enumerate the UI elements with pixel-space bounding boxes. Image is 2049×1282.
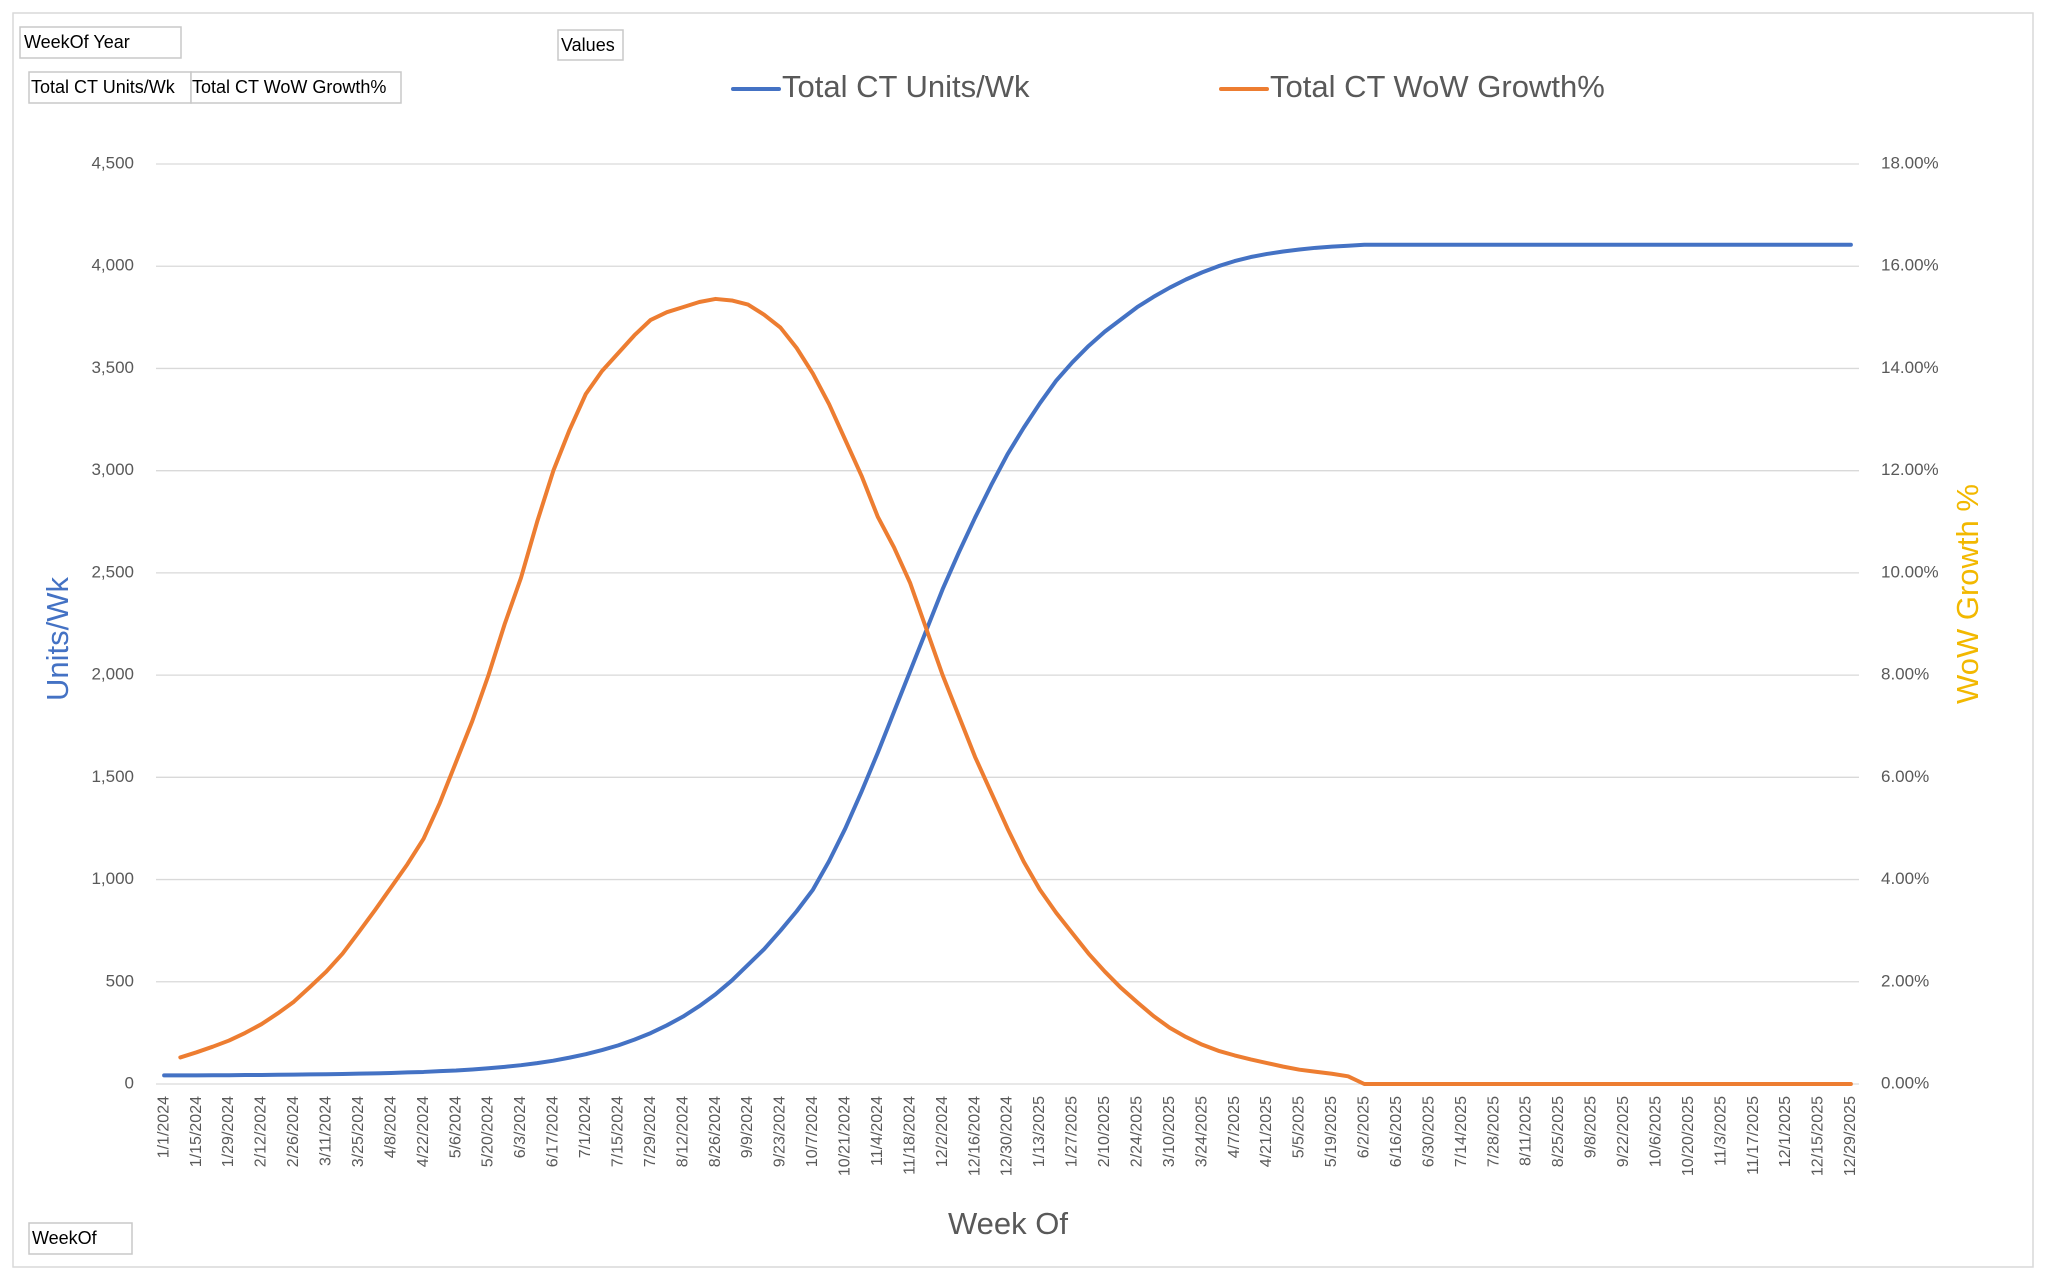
y-tick-label: 4,500 bbox=[91, 153, 134, 172]
x-axis-title: Week Of bbox=[948, 1206, 1068, 1241]
x-tick-label: 3/24/2025 bbox=[1193, 1096, 1210, 1167]
x-tick-label: 5/19/2025 bbox=[1323, 1096, 1340, 1167]
pivot-button-label[interactable]: WeekOf bbox=[32, 1228, 98, 1248]
legend-label: Total CT WoW Growth% bbox=[1270, 69, 1605, 104]
x-tick-label: 7/1/2024 bbox=[577, 1096, 594, 1158]
x-tick-label: 7/15/2024 bbox=[609, 1096, 626, 1167]
y2-tick-label: 12.00% bbox=[1881, 460, 1939, 479]
x-tick-label: 12/16/2024 bbox=[966, 1096, 983, 1176]
x-tick-label: 1/15/2024 bbox=[188, 1096, 205, 1167]
x-tick-label: 3/10/2025 bbox=[1161, 1096, 1178, 1167]
x-tick-label: 9/9/2024 bbox=[739, 1096, 756, 1158]
x-tick-label: 11/18/2024 bbox=[901, 1096, 918, 1175]
pivot-button[interactable] bbox=[19, 26, 182, 59]
x-tick-label: 9/23/2024 bbox=[772, 1096, 789, 1167]
x-tick-label: 10/6/2025 bbox=[1647, 1096, 1664, 1167]
pivot-button[interactable] bbox=[190, 71, 402, 104]
x-tick-label: 10/7/2024 bbox=[804, 1096, 821, 1167]
y-tick-label: 3,500 bbox=[91, 358, 134, 377]
x-tick-label: 2/24/2025 bbox=[1128, 1096, 1145, 1167]
x-tick-label: 4/7/2025 bbox=[1226, 1096, 1243, 1158]
x-tick-label: 1/1/2024 bbox=[155, 1096, 172, 1158]
pivot-button-label[interactable]: WeekOf Year bbox=[24, 32, 130, 52]
x-tick-label: 12/30/2024 bbox=[999, 1096, 1016, 1176]
y-tick-label: 0 bbox=[125, 1073, 134, 1092]
series-line bbox=[162, 242, 1853, 1078]
y2-tick-label: 4.00% bbox=[1881, 869, 1929, 888]
x-tick-label: 8/26/2024 bbox=[707, 1096, 724, 1167]
pivot-button[interactable] bbox=[28, 71, 192, 104]
x-tick-label: 6/17/2024 bbox=[545, 1096, 562, 1167]
x-tick-label: 1/29/2024 bbox=[220, 1096, 237, 1167]
x-tick-label: 2/12/2024 bbox=[253, 1096, 270, 1167]
y2-tick-label: 18.00% bbox=[1881, 153, 1939, 172]
x-tick-label: 4/22/2024 bbox=[415, 1096, 432, 1167]
x-tick-label: 10/21/2024 bbox=[837, 1096, 854, 1176]
x-tick-label: 11/3/2025 bbox=[1712, 1096, 1729, 1166]
y2-tick-label: 2.00% bbox=[1881, 971, 1929, 990]
x-tick-label: 8/25/2025 bbox=[1550, 1096, 1567, 1167]
y-tick-label: 2,000 bbox=[91, 665, 134, 684]
x-tick-label: 6/2/2025 bbox=[1356, 1096, 1373, 1158]
y2-tick-label: 6.00% bbox=[1881, 767, 1929, 786]
x-tick-label: 6/30/2025 bbox=[1420, 1096, 1437, 1167]
x-tick-label: 1/13/2025 bbox=[1031, 1096, 1048, 1167]
x-tick-label: 7/29/2024 bbox=[642, 1096, 659, 1167]
pivot-button-label[interactable]: Values bbox=[561, 35, 615, 55]
y-axis-title: Units/Wk bbox=[40, 577, 75, 702]
y-tick-label: 500 bbox=[106, 971, 134, 990]
y2-tick-label: 10.00% bbox=[1881, 562, 1939, 581]
y2-tick-label: 0.00% bbox=[1881, 1073, 1929, 1092]
y-tick-label: 2,500 bbox=[91, 562, 134, 581]
pivot-button[interactable] bbox=[557, 29, 624, 61]
x-tick-label: 12/29/2025 bbox=[1842, 1096, 1859, 1176]
x-tick-label: 4/21/2025 bbox=[1258, 1096, 1275, 1167]
pivot-button-label[interactable]: Total CT WoW Growth% bbox=[192, 77, 386, 97]
x-tick-label: 4/8/2024 bbox=[382, 1096, 399, 1158]
x-tick-label: 6/3/2024 bbox=[512, 1096, 529, 1158]
x-tick-label: 12/1/2025 bbox=[1777, 1096, 1794, 1167]
x-tick-label: 9/22/2025 bbox=[1615, 1096, 1632, 1167]
x-tick-label: 11/17/2025 bbox=[1745, 1096, 1762, 1175]
pivot-button[interactable] bbox=[28, 1222, 133, 1255]
x-tick-label: 12/15/2025 bbox=[1810, 1096, 1827, 1176]
x-tick-label: 5/6/2024 bbox=[447, 1096, 464, 1158]
x-tick-label: 3/25/2024 bbox=[350, 1096, 367, 1167]
x-tick-label: 9/8/2025 bbox=[1583, 1096, 1600, 1158]
x-tick-label: 10/20/2025 bbox=[1680, 1096, 1697, 1176]
y-tick-label: 1,500 bbox=[91, 767, 134, 786]
x-tick-label: 6/16/2025 bbox=[1388, 1096, 1405, 1167]
y-tick-label: 3,000 bbox=[91, 460, 134, 479]
x-tick-label: 5/20/2024 bbox=[480, 1096, 497, 1167]
y-tick-label: 1,000 bbox=[91, 869, 134, 888]
x-tick-label: 7/28/2025 bbox=[1485, 1096, 1502, 1167]
y2-axis-title: WoW Growth % bbox=[1950, 484, 1985, 704]
x-tick-label: 7/14/2025 bbox=[1453, 1096, 1470, 1167]
legend-label: Total CT Units/Wk bbox=[782, 69, 1030, 104]
x-tick-label: 8/11/2025 bbox=[1518, 1096, 1535, 1166]
chart-border bbox=[12, 12, 2034, 1268]
x-tick-label: 8/12/2024 bbox=[674, 1096, 691, 1167]
x-tick-label: 5/5/2025 bbox=[1291, 1096, 1308, 1158]
x-tick-label: 12/2/2024 bbox=[934, 1096, 951, 1167]
y2-tick-label: 8.00% bbox=[1881, 665, 1929, 684]
pivot-button-label[interactable]: Total CT Units/Wk bbox=[31, 77, 176, 97]
y2-tick-label: 14.00% bbox=[1881, 358, 1939, 377]
series-line bbox=[178, 296, 1853, 1086]
x-tick-label: 2/10/2025 bbox=[1096, 1096, 1113, 1167]
y-tick-label: 4,000 bbox=[91, 256, 134, 275]
x-tick-label: 2/26/2024 bbox=[285, 1096, 302, 1167]
x-tick-label: 1/27/2025 bbox=[1064, 1096, 1081, 1167]
x-tick-label: 11/4/2024 bbox=[869, 1096, 886, 1166]
x-tick-label: 3/11/2024 bbox=[318, 1096, 335, 1166]
y2-tick-label: 16.00% bbox=[1881, 256, 1939, 275]
